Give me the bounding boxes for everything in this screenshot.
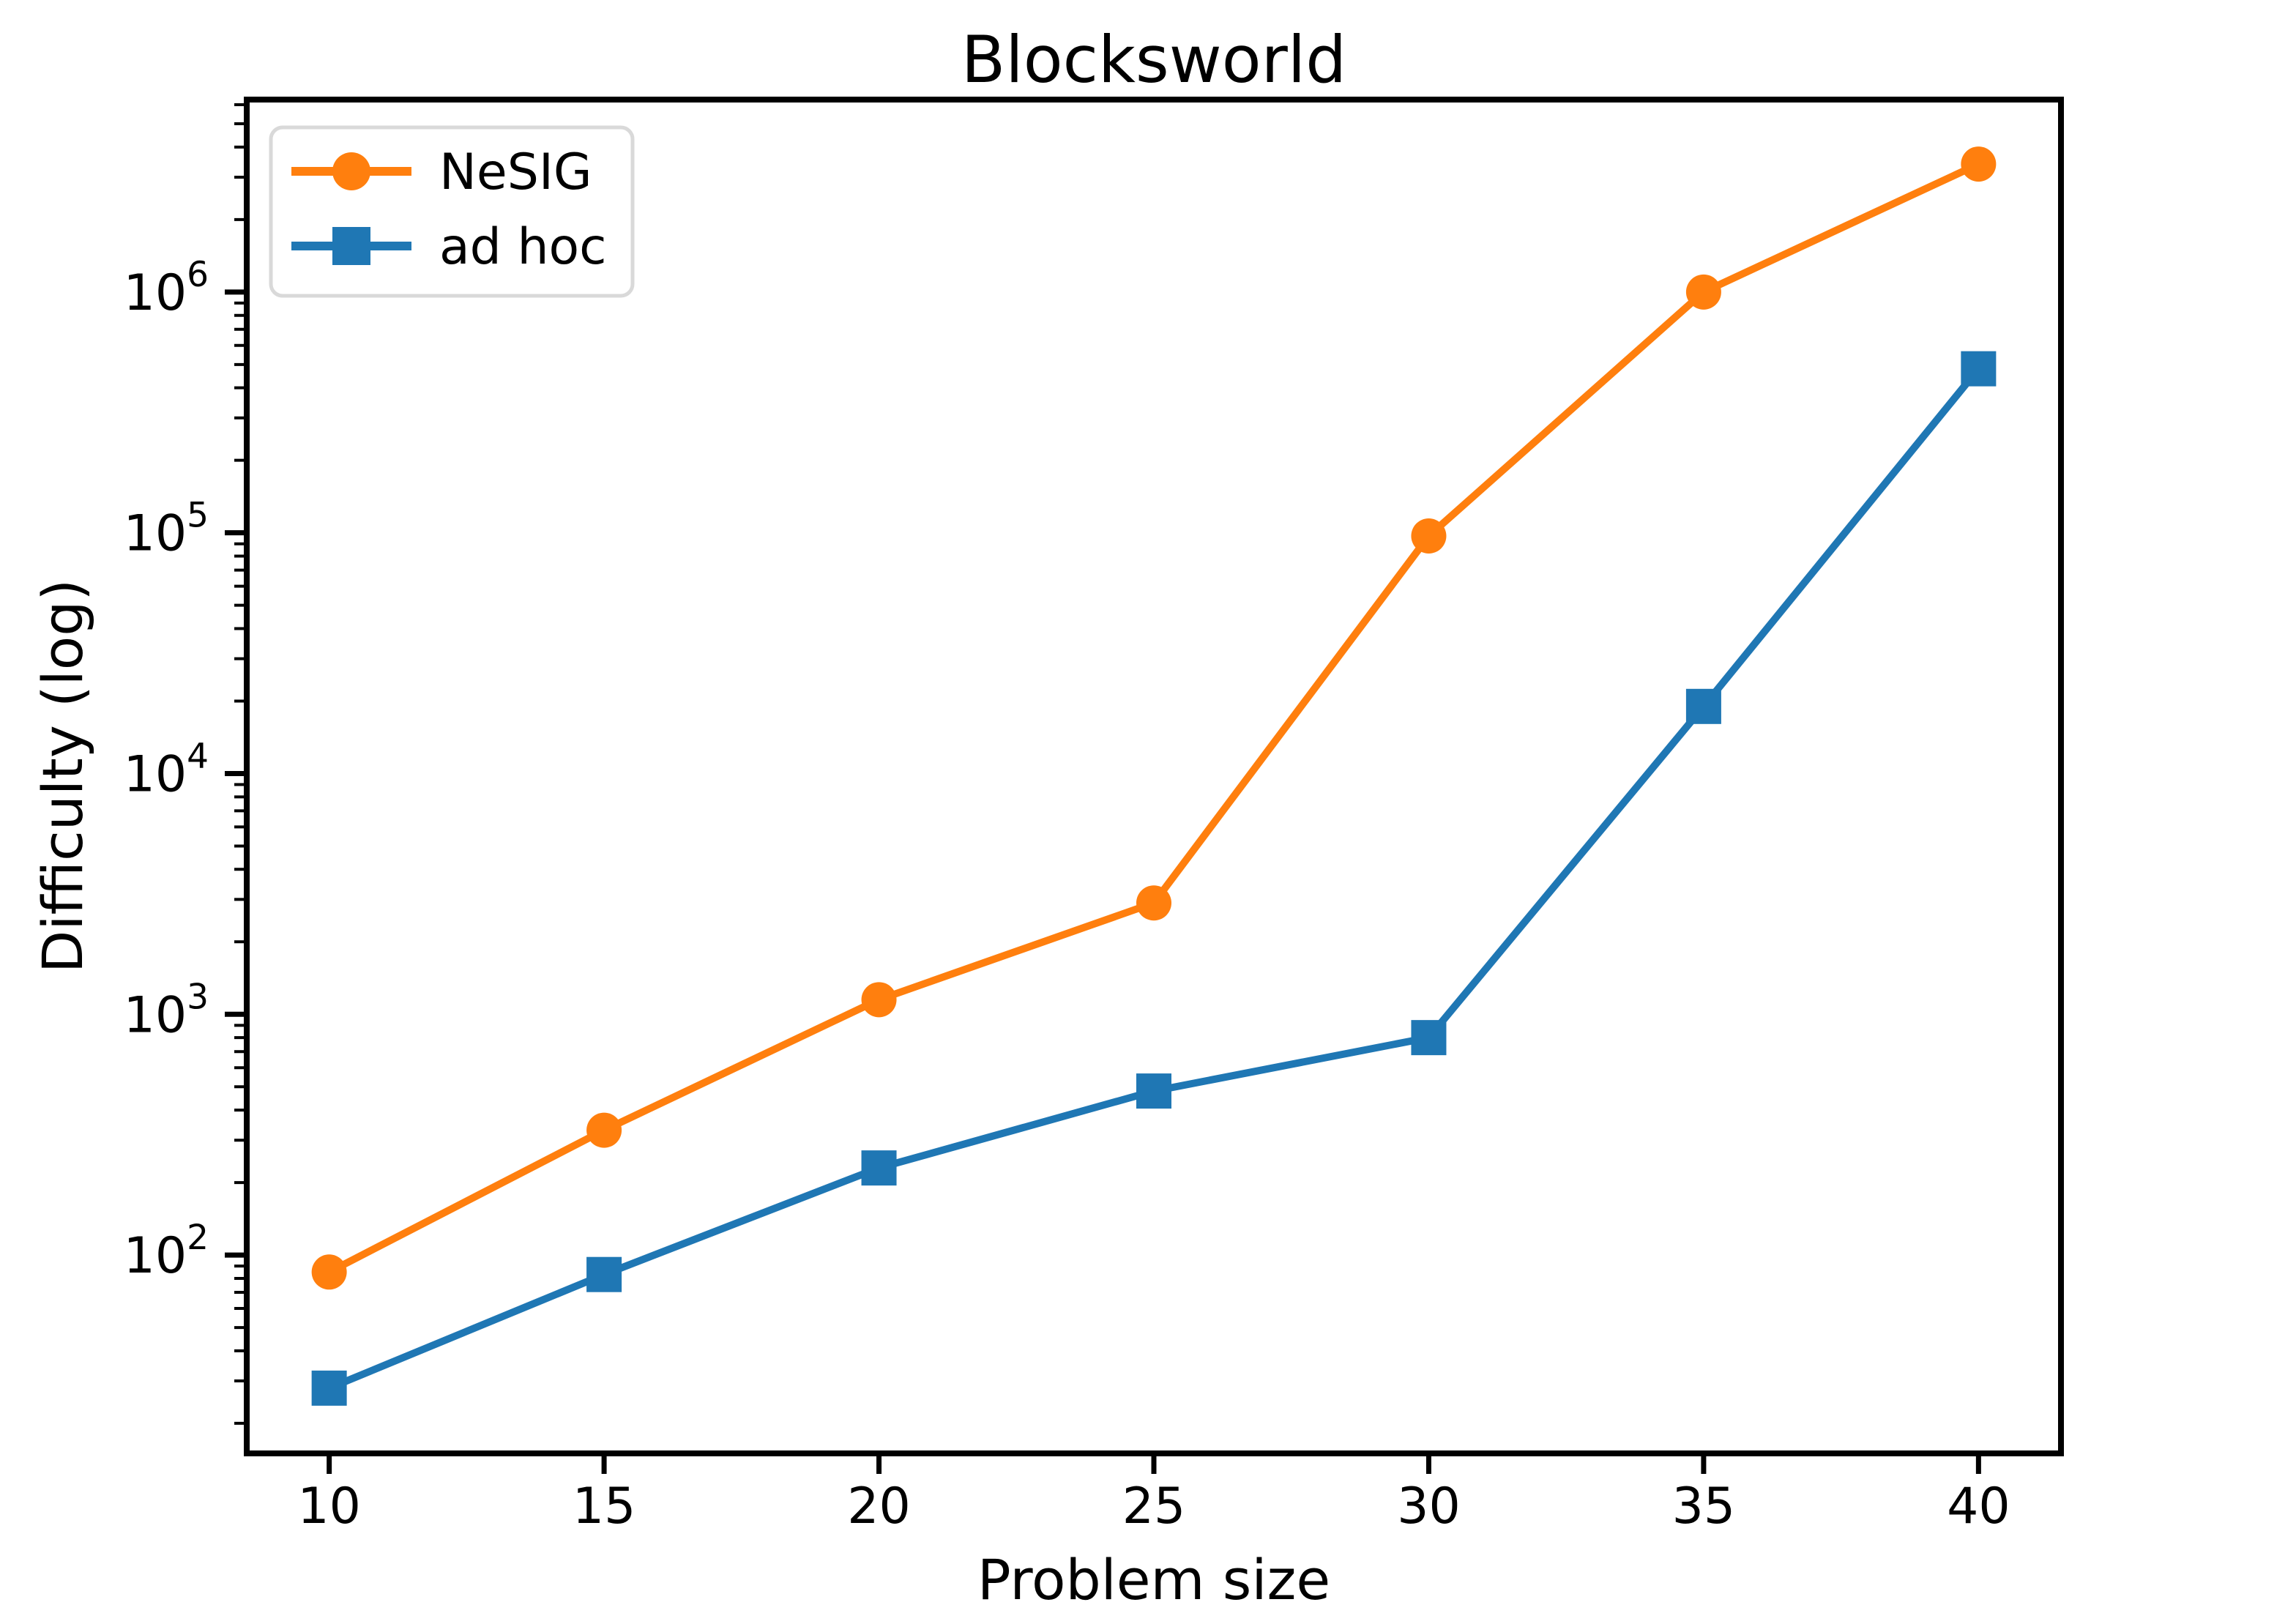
nesig-marker: [1685, 274, 1721, 310]
y-tick-label: 105: [124, 496, 209, 563]
nesig-marker: [1961, 146, 1997, 182]
x-tick-label: 35: [1672, 1478, 1736, 1535]
chart-title: Blocksworld: [961, 22, 1346, 97]
x-tick-label: 10: [297, 1478, 361, 1535]
nesig-marker: [586, 1112, 622, 1148]
y-axis-label: Difficulty (log): [30, 579, 95, 973]
y-tick-label: 102: [124, 1218, 209, 1285]
ad-hoc-line: [325, 365, 1983, 1392]
plot-series: [311, 146, 1997, 1406]
series-ad-hoc: [311, 351, 1997, 1406]
legend: NeSIG ad hoc: [269, 125, 635, 298]
x-tick-label: 40: [1947, 1478, 2010, 1535]
x-axis-label: Problem size: [977, 1547, 1330, 1612]
ad-hoc-marker: [1411, 1020, 1447, 1056]
legend-label-nesig: NeSIG: [439, 144, 592, 201]
legend-samples: [291, 152, 411, 265]
ad-hoc-marker: [311, 1370, 347, 1406]
nesig-marker: [311, 1254, 347, 1290]
y-tick-label: 103: [124, 977, 209, 1044]
axes: 10 15 20 25 30 35 40 102 103 104 105 106: [124, 97, 2064, 1535]
ad-hoc-marker: [586, 1256, 622, 1292]
ad-hoc-marker: [1685, 688, 1721, 724]
y-tick-label: 104: [124, 736, 209, 803]
x-tick-label: 25: [1122, 1478, 1186, 1535]
legend-sample-marker-ad-hoc: [332, 227, 370, 265]
x-tick-label: 20: [847, 1478, 911, 1535]
legend-sample-marker-nesig: [332, 152, 370, 190]
nesig-marker: [1136, 885, 1171, 921]
nesig-marker: [1411, 518, 1447, 554]
x-tick-label: 15: [573, 1478, 636, 1535]
plot-spines: [244, 97, 2064, 1456]
ad-hoc-marker: [1136, 1073, 1171, 1109]
nesig-marker: [861, 982, 897, 1018]
y-tick-label: 106: [124, 255, 209, 322]
ad-hoc-marker: [861, 1150, 897, 1186]
ad-hoc-marker: [1961, 351, 1997, 387]
legend-label-ad-hoc: ad hoc: [439, 218, 607, 276]
series-nesig: [311, 146, 1997, 1290]
x-tick-label: 30: [1397, 1478, 1461, 1535]
